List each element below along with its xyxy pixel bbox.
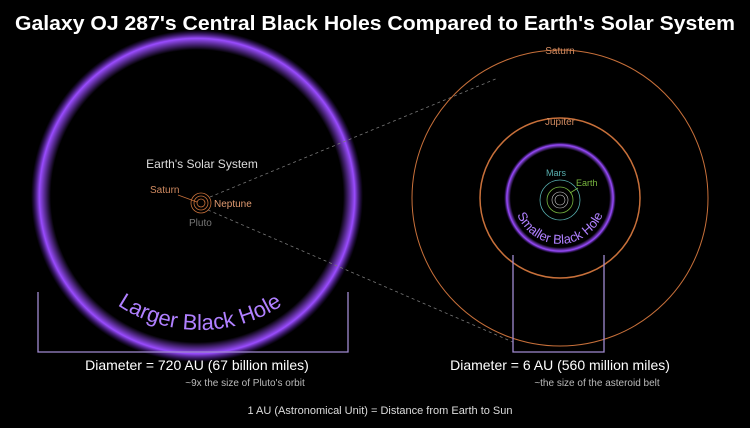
large-black-hole — [31, 30, 363, 362]
zoom-line-top — [209, 77, 499, 198]
small-diameter-bracket — [512, 255, 605, 353]
mars-orbit — [539, 179, 581, 221]
inner-orbit — [551, 191, 569, 209]
small-diameter-note: ~the size of the asteroid belt — [534, 378, 660, 389]
saturn-pointer-left — [177, 194, 198, 203]
saturn-label-right: Saturn — [545, 46, 574, 57]
saturn-label-left: Saturn — [150, 185, 179, 196]
jupiter-label: Jupiter — [545, 117, 576, 128]
small-black-hole — [504, 142, 616, 254]
large-diameter-bracket — [37, 292, 349, 353]
pluto-label: Pluto — [189, 218, 212, 229]
mars-label: Mars — [546, 168, 566, 178]
jupiter-orbit — [479, 117, 641, 279]
neptune-label: Neptune — [214, 199, 252, 210]
earth-orbit — [546, 186, 574, 214]
solar-system-label: Earth's Solar System — [146, 157, 258, 171]
earth-pointer — [569, 187, 579, 194]
footnote: 1 AU (Astronomical Unit) = Distance from… — [247, 405, 512, 417]
title: Galaxy OJ 287's Central Black Holes Comp… — [15, 13, 735, 35]
innermost-orbit — [554, 194, 566, 206]
zoom-line-bottom — [207, 209, 516, 344]
solar-system-orbits — [190, 192, 212, 214]
saturn-orbit — [411, 49, 709, 347]
large-diameter-note: ~9x the size of Pluto's orbit — [185, 378, 305, 389]
large-diameter-text: Diameter = 720 AU (67 billion miles) — [85, 357, 309, 373]
earth-label: Earth — [576, 178, 598, 188]
small-diameter-text: Diameter = 6 AU (560 million miles) — [450, 357, 670, 373]
